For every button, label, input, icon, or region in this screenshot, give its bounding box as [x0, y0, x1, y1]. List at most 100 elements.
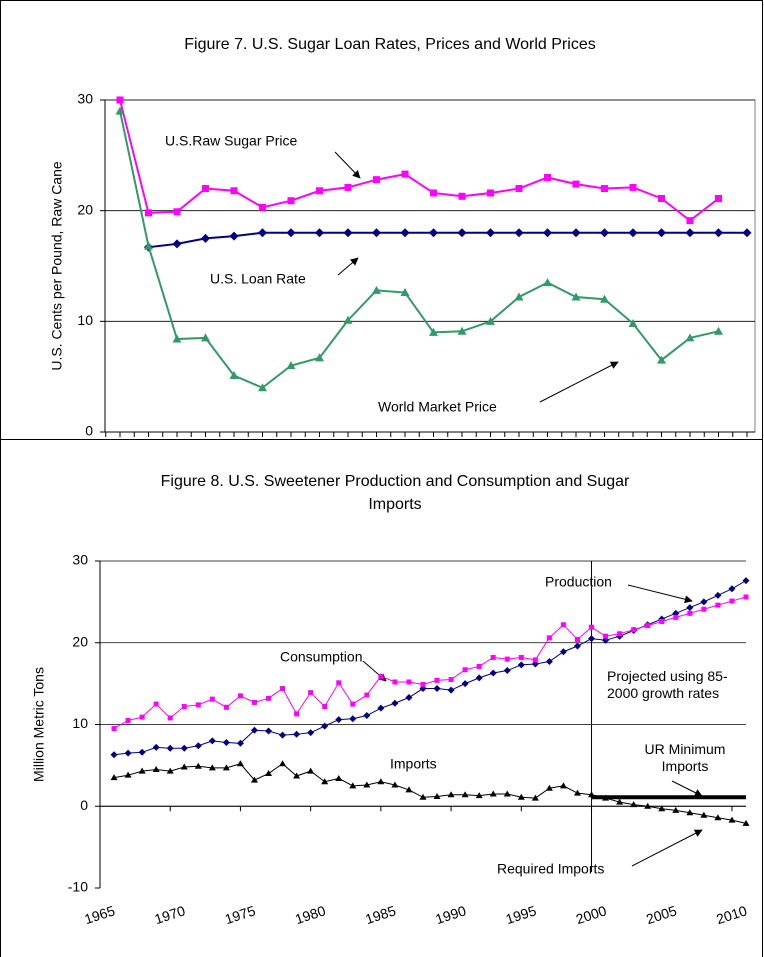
data-point — [515, 185, 523, 193]
data-point — [687, 610, 693, 616]
data-point — [363, 781, 371, 788]
data-point — [434, 677, 440, 683]
data-point — [116, 96, 124, 104]
y-tick-label: 30 — [77, 91, 93, 107]
data-point — [194, 762, 202, 769]
data-point — [573, 642, 581, 650]
data-point — [629, 183, 637, 191]
data-point — [363, 712, 371, 720]
data-point — [110, 774, 118, 781]
data-point — [152, 765, 160, 772]
data-point — [701, 606, 707, 612]
data-point — [729, 598, 735, 604]
series-line — [113, 763, 747, 824]
data-point — [601, 185, 608, 193]
data-point — [600, 294, 609, 303]
data-point — [462, 667, 468, 673]
data-point — [419, 793, 427, 800]
data-point — [315, 228, 324, 238]
y-tick-label: 10 — [77, 312, 93, 328]
data-point — [630, 801, 638, 808]
data-point — [237, 693, 243, 699]
data-point — [486, 316, 495, 325]
x-tick-label: 2005 — [644, 902, 679, 927]
data-point — [715, 602, 721, 608]
data-point — [458, 192, 466, 200]
data-point — [461, 680, 469, 688]
data-point — [258, 383, 267, 392]
x-tick-label: 1970 — [153, 902, 188, 927]
plot-border — [104, 99, 756, 433]
data-point — [616, 798, 624, 805]
data-point — [700, 598, 708, 606]
data-point — [279, 731, 287, 739]
data-point — [250, 776, 258, 783]
data-point — [115, 106, 125, 115]
data-point — [433, 792, 441, 799]
data-point — [335, 716, 343, 724]
y-axis-label: U.S. Cents per Pound, Raw Cane — [49, 161, 65, 371]
data-point — [180, 744, 188, 752]
data-point — [514, 292, 524, 301]
data-point — [172, 334, 182, 343]
data-point — [429, 327, 438, 336]
data-point — [251, 699, 257, 705]
data-point — [405, 694, 413, 702]
data-point — [294, 711, 300, 717]
y-tick-label: 0 — [80, 797, 88, 813]
data-point — [503, 667, 511, 675]
data-point — [531, 794, 539, 801]
data-point — [658, 194, 665, 202]
series-label: World Market Price — [378, 399, 497, 415]
data-point — [222, 738, 230, 746]
data-point — [336, 680, 342, 686]
series-label: UR Minimum Imports — [644, 741, 726, 774]
data-point — [448, 677, 454, 683]
data-point — [743, 594, 749, 600]
data-point — [543, 228, 552, 238]
data-point — [138, 748, 146, 756]
data-point — [560, 622, 566, 628]
x-tick-label: 1975 — [223, 902, 258, 927]
data-point — [657, 355, 666, 364]
data-point — [208, 764, 216, 771]
data-point — [714, 591, 722, 599]
data-point — [125, 717, 131, 723]
data-point — [429, 228, 438, 238]
chart-title: Figure 7. U.S. Sugar Loan Rates, Prices … — [184, 36, 595, 53]
data-point — [617, 631, 623, 637]
series-label: U.S. Loan Rate — [210, 271, 306, 287]
data-point — [229, 231, 239, 241]
data-point — [279, 760, 287, 767]
data-point — [377, 778, 385, 785]
data-point — [532, 657, 538, 663]
series-label: Consumption — [280, 649, 363, 665]
data-point — [603, 633, 609, 639]
data-point — [742, 577, 750, 585]
data-point — [166, 767, 174, 774]
data-point — [321, 722, 329, 730]
annotation: Projected using 85-2000 growth rates — [607, 668, 728, 701]
data-point — [266, 695, 272, 701]
data-point — [223, 704, 229, 710]
data-point — [457, 228, 467, 238]
data-point — [657, 228, 666, 238]
data-point — [517, 793, 525, 800]
data-point — [250, 726, 258, 734]
x-tick-label: 1990 — [433, 902, 468, 927]
data-point — [714, 814, 722, 821]
data-point — [236, 760, 244, 767]
data-point — [686, 809, 694, 816]
data-point — [559, 782, 567, 789]
data-point — [222, 764, 230, 771]
data-point — [349, 715, 357, 723]
data-point — [490, 654, 496, 660]
data-point — [208, 737, 216, 745]
data-point — [152, 743, 160, 751]
data-point — [430, 189, 437, 197]
data-point — [400, 288, 410, 297]
data-point — [574, 636, 580, 642]
data-point — [373, 176, 380, 184]
data-point — [420, 681, 426, 687]
